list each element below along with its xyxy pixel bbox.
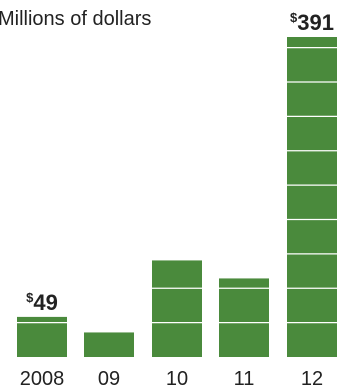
bar-11 [219,278,269,357]
value-label-number: 49 [33,290,57,315]
bar-10 [152,260,202,357]
bars-group [17,37,337,357]
value-label-number: 391 [297,10,334,35]
bar-2008 [17,316,67,357]
category-labels-group: 2008 09 10 11 12 [20,368,323,387]
value-label: $391 [290,10,334,35]
category-label: 2008 [20,368,65,387]
bar-12 [287,37,337,357]
category-label: 12 [301,368,323,387]
category-label: 10 [166,368,188,387]
bar-09 [84,332,134,357]
category-label: 09 [98,368,120,387]
unit-label: Millions of dollars [0,8,151,30]
value-labels-group: $49$391 [26,10,334,315]
category-label: 11 [234,368,255,387]
value-label-prefix: $ [26,290,34,305]
value-label: $49 [26,290,58,315]
value-label-prefix: $ [290,10,298,25]
